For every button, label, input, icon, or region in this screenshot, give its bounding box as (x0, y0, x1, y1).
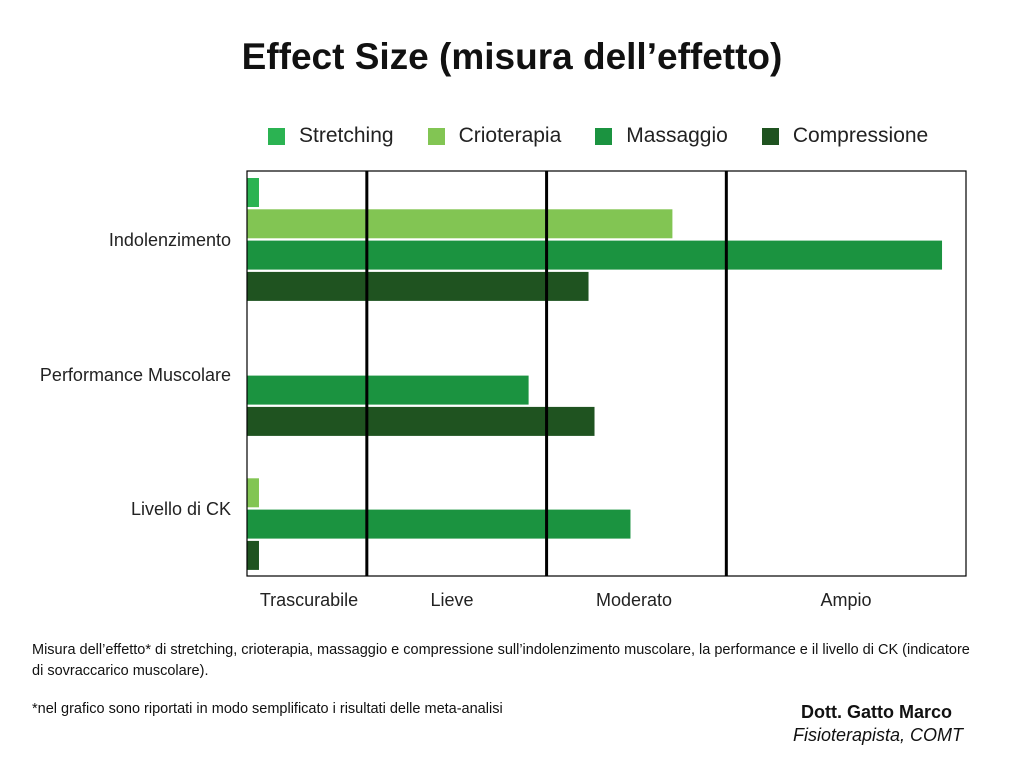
legend-swatch (427, 127, 445, 145)
region-label: Trascurabile (259, 590, 359, 610)
region-label: Moderato (595, 590, 673, 610)
legend-label: Stretching (299, 124, 394, 147)
legend-swatch (268, 127, 285, 145)
legend-item-stretching: Stretching (268, 124, 394, 148)
legend-swatch (761, 127, 779, 145)
bar-crioterapia (247, 478, 259, 508)
author-role: Fisioterapista, COMT (792, 725, 963, 745)
caption: Misura dell’effetto* di stretching, crio… (32, 642, 970, 679)
legend-swatch (595, 127, 613, 145)
bar-massaggio (247, 240, 943, 270)
bar-compressione (247, 271, 589, 301)
legend-label: Massaggio (626, 124, 728, 147)
category-label: Livello di CK (130, 499, 231, 519)
category-label: Performance Muscolare (39, 365, 231, 385)
category-label: Indolenzimento (108, 230, 231, 250)
bar-massaggio (247, 375, 529, 405)
chart-title: Effect Size (misura dell’effetto) (241, 36, 783, 77)
legend-label: Crioterapia (458, 124, 562, 147)
author-name: Dott. Gatto Marco (801, 702, 952, 722)
bar-compressione (247, 540, 259, 570)
legend-item-massaggio: Massaggio (595, 124, 728, 148)
plot-frame (246, 170, 967, 577)
bar-massaggio (247, 509, 631, 539)
legend-item-crioterapia: Crioterapia (427, 124, 562, 148)
bar-compressione (247, 406, 595, 436)
region-label: Ampio (820, 590, 872, 610)
bar-stretching (247, 178, 259, 207)
bar-crioterapia (247, 209, 673, 239)
legend: Stretching Crioterapia Massaggio Compres… (268, 124, 962, 148)
legend-label: Compressione (792, 124, 929, 147)
footnote: *nel grafico sono riportati in modo semp… (32, 701, 503, 717)
region-label: Lieve (430, 590, 474, 610)
legend-item-compressione: Compressione (761, 124, 929, 148)
